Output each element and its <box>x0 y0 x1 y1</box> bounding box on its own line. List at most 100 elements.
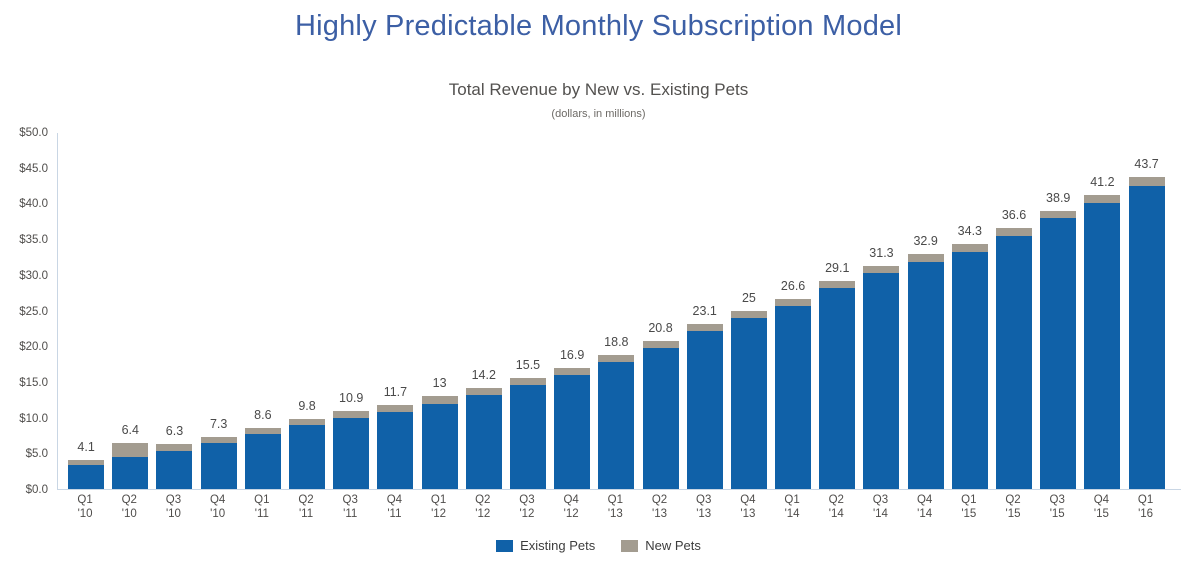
bar-stack[interactable] <box>863 265 900 489</box>
bar-segment-new-pets[interactable] <box>730 310 767 319</box>
bar-group[interactable]: 29.1 <box>815 133 859 489</box>
bar-segment-new-pets[interactable] <box>289 419 326 426</box>
bar-segment-existing-pets[interactable] <box>730 318 767 489</box>
bar-segment-existing-pets[interactable] <box>333 418 370 489</box>
bar-stack[interactable] <box>377 405 414 489</box>
bar-segment-new-pets[interactable] <box>1040 211 1077 219</box>
bar-stack[interactable] <box>289 419 326 489</box>
bar-group[interactable]: 11.7 <box>373 133 417 489</box>
bar-segment-existing-pets[interactable] <box>112 456 149 489</box>
bar-segment-new-pets[interactable] <box>775 299 812 307</box>
bar-segment-existing-pets[interactable] <box>200 443 237 489</box>
bar-group[interactable]: 34.3 <box>948 133 992 489</box>
bar-segment-existing-pets[interactable] <box>68 465 105 489</box>
bar-stack[interactable] <box>509 378 546 489</box>
bar-group[interactable]: 15.5 <box>506 133 550 489</box>
bar-segment-new-pets[interactable] <box>200 436 237 444</box>
bar-stack[interactable] <box>244 427 281 489</box>
bar-segment-existing-pets[interactable] <box>1084 202 1121 489</box>
bar-stack[interactable] <box>421 396 458 489</box>
bar-segment-new-pets[interactable] <box>509 378 546 385</box>
bar-stack[interactable] <box>775 299 812 489</box>
bar-segment-existing-pets[interactable] <box>421 404 458 489</box>
bar-segment-new-pets[interactable] <box>951 244 988 252</box>
bar-group[interactable]: 4.1 <box>64 133 108 489</box>
bar-group[interactable]: 20.8 <box>638 133 682 489</box>
bar-stack[interactable] <box>1040 211 1077 489</box>
bar-group[interactable]: 14.2 <box>462 133 506 489</box>
bar-segment-new-pets[interactable] <box>244 427 281 435</box>
bar-segment-existing-pets[interactable] <box>509 384 546 489</box>
bar-segment-existing-pets[interactable] <box>465 394 502 489</box>
bar-segment-existing-pets[interactable] <box>156 451 193 489</box>
bar-segment-new-pets[interactable] <box>863 265 900 274</box>
bar-segment-existing-pets[interactable] <box>863 273 900 489</box>
bar-segment-existing-pets[interactable] <box>907 261 944 489</box>
bar-segment-new-pets[interactable] <box>421 396 458 405</box>
bar-segment-existing-pets[interactable] <box>554 375 591 489</box>
bar-stack[interactable] <box>554 368 591 489</box>
bar-segment-new-pets[interactable] <box>907 254 944 262</box>
bar-segment-existing-pets[interactable] <box>775 306 812 489</box>
bar-stack[interactable] <box>156 444 193 489</box>
legend-item[interactable]: Existing Pets <box>496 538 595 553</box>
bar-segment-new-pets[interactable] <box>819 281 856 289</box>
bar-segment-existing-pets[interactable] <box>289 425 326 489</box>
bar-segment-existing-pets[interactable] <box>819 288 856 489</box>
bar-group[interactable]: 13 <box>418 133 462 489</box>
bar-stack[interactable] <box>907 254 944 489</box>
bar-segment-existing-pets[interactable] <box>1128 185 1165 489</box>
bar-segment-new-pets[interactable] <box>156 444 193 452</box>
bar-stack[interactable] <box>68 459 105 489</box>
bar-stack[interactable] <box>1084 194 1121 489</box>
bar-segment-existing-pets[interactable] <box>686 331 723 489</box>
bar-segment-new-pets[interactable] <box>112 443 149 457</box>
bar-group[interactable]: 43.7 <box>1125 133 1169 489</box>
bar-stack[interactable] <box>200 436 237 489</box>
bar-stack[interactable] <box>996 227 1033 489</box>
bar-group[interactable]: 9.8 <box>285 133 329 489</box>
bar-segment-new-pets[interactable] <box>333 411 370 419</box>
bar-group[interactable]: 26.6 <box>771 133 815 489</box>
bar-segment-new-pets[interactable] <box>686 324 723 332</box>
bar-group[interactable]: 10.9 <box>329 133 373 489</box>
bar-segment-new-pets[interactable] <box>1084 194 1121 203</box>
bar-group[interactable]: 16.9 <box>550 133 594 489</box>
bar-stack[interactable] <box>1128 177 1165 489</box>
bar-group[interactable]: 25 <box>727 133 771 489</box>
bar-group[interactable]: 18.8 <box>594 133 638 489</box>
bar-group[interactable]: 23.1 <box>683 133 727 489</box>
bar-segment-new-pets[interactable] <box>996 227 1033 236</box>
bar-segment-existing-pets[interactable] <box>642 347 679 489</box>
bar-stack[interactable] <box>598 354 635 489</box>
legend-item[interactable]: New Pets <box>621 538 701 553</box>
bar-group[interactable]: 6.3 <box>152 133 196 489</box>
bar-segment-existing-pets[interactable] <box>244 434 281 489</box>
bar-stack[interactable] <box>333 411 370 489</box>
bar-segment-existing-pets[interactable] <box>1040 218 1077 489</box>
bar-group[interactable]: 7.3 <box>197 133 241 489</box>
bar-segment-new-pets[interactable] <box>68 459 105 466</box>
bar-group[interactable]: 31.3 <box>859 133 903 489</box>
bar-group[interactable]: 41.2 <box>1080 133 1124 489</box>
bar-segment-new-pets[interactable] <box>598 354 635 362</box>
bar-group[interactable]: 32.9 <box>904 133 948 489</box>
bar-segment-new-pets[interactable] <box>1128 177 1165 186</box>
bar-stack[interactable] <box>112 443 149 489</box>
bar-stack[interactable] <box>686 324 723 489</box>
bar-segment-existing-pets[interactable] <box>377 411 414 489</box>
bar-segment-new-pets[interactable] <box>465 387 502 395</box>
bar-segment-new-pets[interactable] <box>642 340 679 348</box>
bar-segment-existing-pets[interactable] <box>598 361 635 489</box>
bar-segment-existing-pets[interactable] <box>951 251 988 489</box>
bar-group[interactable]: 38.9 <box>1036 133 1080 489</box>
bar-stack[interactable] <box>730 310 767 489</box>
bar-stack[interactable] <box>951 244 988 489</box>
bar-segment-new-pets[interactable] <box>377 405 414 412</box>
bar-group[interactable]: 36.6 <box>992 133 1036 489</box>
bar-segment-existing-pets[interactable] <box>996 235 1033 489</box>
bar-stack[interactable] <box>819 281 856 489</box>
bar-group[interactable]: 8.6 <box>241 133 285 489</box>
bar-group[interactable]: 6.4 <box>108 133 152 489</box>
bar-stack[interactable] <box>642 340 679 489</box>
